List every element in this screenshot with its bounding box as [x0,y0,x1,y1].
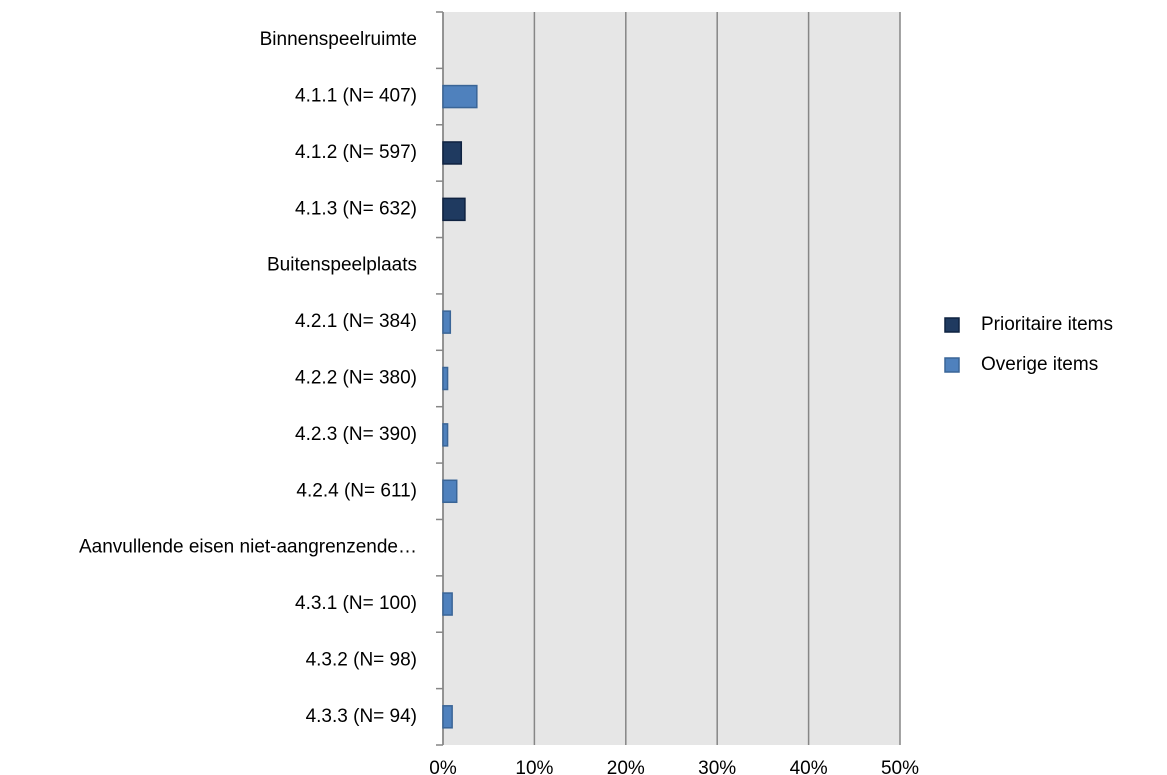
bar [442,479,458,504]
bar [442,705,453,729]
bar [442,366,449,391]
y-tick-label: 4.1.3 (N= 632) [295,198,417,219]
x-tick-label: 40% [790,758,828,775]
x-tick-label: 50% [881,758,919,775]
y-tick-label: 4.1.1 (N= 407) [295,86,417,107]
legend-swatch [944,317,960,333]
y-tick-label: 4.3.1 (N= 100) [295,593,417,614]
bar [442,197,466,222]
y-tick-label: Binnenspeelruimte [260,29,417,50]
y-tick-label: 4.3.2 (N= 98) [306,649,417,670]
bar [442,141,463,165]
plot-area [443,12,900,745]
y-tick-label: 4.2.1 (N= 384) [295,311,417,332]
bar [442,592,453,616]
bar [442,84,478,109]
y-tick-label: Buitenspeelplaats [267,255,417,276]
y-tick-label: 4.2.2 (N= 380) [295,368,417,389]
bar [442,423,449,447]
y-tick-label: Aanvullende eisen niet-aangrenzende… [79,537,417,558]
x-tick-label: 30% [698,758,736,775]
x-tick-label: 10% [515,758,553,775]
bar [442,310,452,334]
x-tick-label: 0% [429,758,457,775]
y-tick-label: 4.3.3 (N= 94) [306,706,417,727]
legend-label: Prioritaire items [981,314,1113,335]
y-tick-label: 4.2.4 (N= 611) [296,480,417,501]
y-tick-label: 4.1.2 (N= 597) [295,142,417,163]
legend-label: Overige items [981,354,1098,375]
legend-swatch [944,357,960,373]
x-tick-label: 20% [607,758,645,775]
y-tick-label: 4.2.3 (N= 390) [295,424,417,445]
